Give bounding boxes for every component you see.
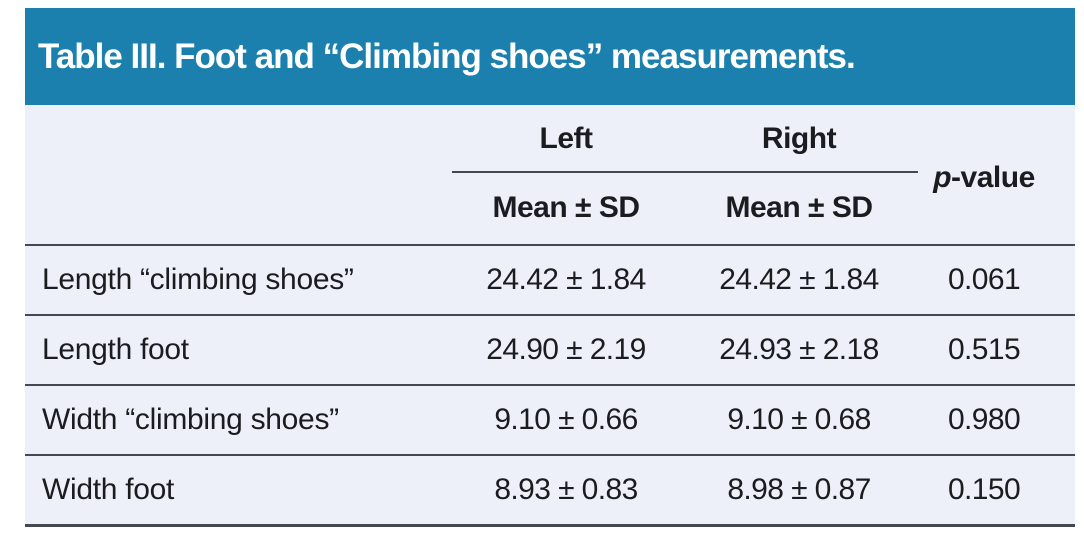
cell-right-mean-sd: 8.98 ± 0.87 xyxy=(727,473,871,506)
cell-left-mean-sd: 9.10 ± 0.66 xyxy=(494,403,638,436)
cell-left-mean-sd: 8.93 ± 0.83 xyxy=(494,473,638,506)
row-label: Width “climbing shoes” xyxy=(42,403,339,436)
table-title: Table III. Foot and “Climbing shoes” mea… xyxy=(38,36,856,76)
cell-right-mean-sd: 24.93 ± 2.18 xyxy=(719,333,879,366)
cell-p-value: 0.515 xyxy=(947,333,1021,366)
row-label: Width foot xyxy=(42,473,175,506)
table-row: Width foot 8.93 ± 0.83 8.98 ± 0.87 0.150 xyxy=(25,454,1075,524)
row-label: Length foot xyxy=(42,333,189,366)
subheader-mean-sd-left: Mean ± SD xyxy=(492,191,641,224)
table-row: Width “climbing shoes” 9.10 ± 0.66 9.10 … xyxy=(25,384,1075,454)
p-value-italic-p: p xyxy=(933,160,952,194)
cell-p-value: 0.980 xyxy=(947,403,1021,436)
p-value-suffix: -value xyxy=(951,160,1035,194)
subheader-mean-sd-right: Mean ± SD xyxy=(725,191,874,224)
column-header-right: Right xyxy=(761,121,837,155)
table-title-bar: Table III. Foot and “Climbing shoes” mea… xyxy=(25,8,1075,105)
table-row: Length “climbing shoes” 24.42 ± 1.84 24.… xyxy=(25,244,1075,314)
cell-p-value: 0.061 xyxy=(947,263,1021,296)
row-label: Length “climbing shoes” xyxy=(42,263,354,296)
cell-left-mean-sd: 24.42 ± 1.84 xyxy=(486,263,646,296)
column-header-left: Left xyxy=(539,121,594,155)
cell-p-value: 0.150 xyxy=(947,473,1021,506)
table-header: Left Right p -value Mean ± SD Mean ± SD xyxy=(25,105,1075,244)
table-body: Left Right p -value Mean ± SD Mean ± SD L… xyxy=(25,105,1075,527)
measurement-table: Table III. Foot and “Climbing shoes” mea… xyxy=(25,8,1075,527)
table-row: Length foot 24.90 ± 2.19 24.93 ± 2.18 0.… xyxy=(25,314,1075,384)
cell-right-mean-sd: 24.42 ± 1.84 xyxy=(719,263,879,296)
header-spanning-rule xyxy=(452,171,918,173)
cell-left-mean-sd: 24.90 ± 2.19 xyxy=(486,333,646,366)
cell-right-mean-sd: 9.10 ± 0.68 xyxy=(727,403,871,436)
column-header-p-value: p -value xyxy=(918,105,1050,244)
